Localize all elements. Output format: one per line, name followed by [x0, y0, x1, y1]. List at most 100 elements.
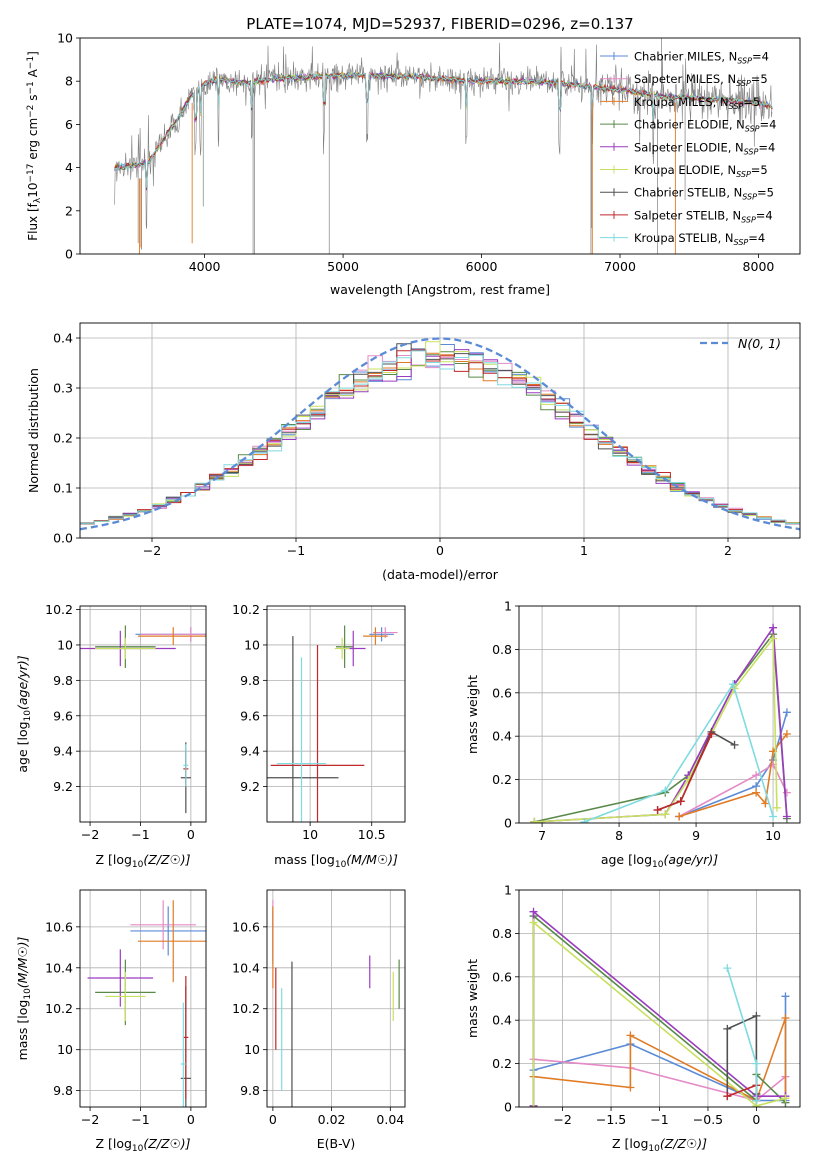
label-part: (Z/Z☉)]	[660, 1136, 707, 1151]
x-tick-label: 0	[269, 1112, 277, 1127]
y-tick-label: 9.2	[53, 779, 73, 794]
mass-weight-line	[678, 733, 788, 818]
y-axis-label: mass weight	[465, 675, 480, 754]
label-part: (Z/Z☉)]	[143, 1136, 190, 1151]
legend-text-part: =4	[760, 118, 777, 132]
y-axis-label: age [log10(age/yr)]	[15, 655, 33, 772]
label-part: ]	[26, 51, 40, 56]
plot-area-massweight-Z	[519, 890, 800, 1107]
label-part: 10	[23, 710, 33, 722]
axes-frame	[266, 605, 406, 823]
axes-frame	[79, 37, 801, 255]
legend-text-part: =5	[751, 163, 768, 177]
mass-weight-marker	[752, 1011, 761, 1020]
legend-label: Chabrier STELIB, NSSP=5	[634, 186, 774, 202]
x-tick-label: −2	[81, 1112, 99, 1127]
x-tick-label: 7	[538, 828, 546, 843]
x-tick-label: 1	[580, 543, 588, 558]
label-part: Z [log	[95, 852, 131, 867]
plot-area-spectrum	[114, 38, 773, 254]
errorbar-kroupa-miles	[137, 627, 206, 645]
mass-weight-marker	[529, 918, 538, 927]
plot-area-age-Z	[80, 606, 206, 822]
label-part: 10	[335, 860, 347, 870]
x-axis-label: mass [log10(M/M☉)]	[274, 852, 398, 870]
y-tick-label: 10.2	[232, 602, 260, 617]
legend-text-part: SSP	[734, 238, 749, 247]
normal-curve	[80, 337, 800, 531]
x-tick-label: 7000	[604, 259, 636, 274]
y-tick-label: 10.4	[232, 960, 260, 975]
model-spectrum-salpeter-stelib	[114, 71, 773, 187]
x-axis-label: Z [log10(Z/Z☉)]	[95, 1136, 190, 1154]
y-tick-label: 0.8	[492, 926, 512, 941]
y-tick-label: 8	[65, 74, 73, 89]
mass-weight-kroupa-stelib	[580, 680, 778, 823]
legend-text-part: SSP	[729, 102, 744, 111]
y-tick-label: 1	[504, 599, 512, 614]
label-part: −1	[26, 81, 36, 94]
errorbar-chabrier-elodie	[336, 625, 354, 668]
errorbar-kroupa-stelib	[180, 1002, 186, 1107]
errorbar-chabrier-miles	[369, 627, 394, 642]
y-tick-label: 10	[57, 31, 73, 46]
y-tick-label: 0	[65, 247, 73, 262]
label-part: (age/yr)]	[663, 852, 718, 867]
x-axis-label: (data-model)/error	[382, 567, 499, 582]
axes-massweight-Z: −2 −1.5 −1 −0.5 0 0 0.2 0.4 0.6 0.8 1 Z [log10(Z/Z☉…	[465, 883, 801, 1154]
legend-text-part: Chabrier STELIB, N	[634, 186, 742, 200]
x-axis-label: age [log10(age/yr)]	[601, 852, 718, 870]
normal-legend-label: N(0, 1)	[738, 336, 781, 351]
legend-text-part: =4	[756, 208, 773, 222]
x-axis-label: E(B-V)	[317, 1136, 356, 1151]
mass-weight-marker	[769, 623, 778, 632]
mass-weight-line	[533, 1017, 787, 1102]
mass-weight-marker	[661, 810, 670, 819]
x-axis-label: Z [log10(Z/Z☉)]	[95, 852, 190, 870]
x-tick-label: −2	[81, 827, 99, 842]
panel-spectrum: 4000 5000 6000 7000 8000 0 2 4 6 8 10 Chabrier MILE…	[26, 31, 801, 297]
axes-spectrum: 4000 5000 6000 7000 8000 0 2 4 6 8 10 Chabrier MILE…	[26, 31, 801, 297]
y-tick-label: 9.4	[240, 744, 260, 759]
label-part: 10	[23, 988, 33, 1000]
axes-mass-EBV: 0 0.02 0.04 9.8 10 10.2 10.4 10.6 E(B-V)	[232, 889, 406, 1151]
x-tick-label: −2	[553, 1112, 571, 1127]
y-tick-label: 10.2	[232, 1001, 260, 1016]
label-part: age [log	[601, 852, 652, 867]
mass-weight-marker	[530, 817, 539, 823]
mass-weight-marker	[723, 964, 732, 973]
x-tick-label: 6000	[466, 259, 498, 274]
y-tick-label: 9.8	[240, 673, 260, 688]
legend-label: Kroupa STELIB, NSSP=4	[634, 231, 765, 247]
y-tick-label: 1	[504, 883, 512, 898]
label-part: Z [log	[95, 1136, 131, 1151]
label-part: 10	[652, 860, 664, 870]
x-tick-label: 8	[615, 828, 623, 843]
legend-label: Chabrier ELODIE, NSSP=4	[634, 118, 776, 134]
legend-label: Chabrier MILES, NSSP=4	[634, 50, 769, 66]
label-part: Z [log	[612, 1136, 648, 1151]
errorbar-chabrier-miles	[130, 906, 206, 956]
errorbar-kroupa-stelib	[276, 657, 327, 822]
mass-weight-marker	[723, 1092, 732, 1101]
x-tick-label: −1.5	[596, 1112, 626, 1127]
y-tick-label: 0.2	[492, 772, 512, 787]
y-tick-label: 9.8	[240, 1083, 260, 1098]
legend-text-part: Kroupa MILES, N	[634, 95, 729, 109]
label-part: (M/M☉)]	[15, 936, 30, 988]
label-part: λ	[33, 197, 43, 203]
x-tick-label: 4000	[189, 259, 221, 274]
x-tick-label: 2	[724, 543, 732, 558]
mass-weight-marker	[781, 992, 790, 1001]
x-tick-label: 0	[187, 1112, 195, 1127]
y-tick-label: 9.8	[53, 1083, 73, 1098]
x-tick-label: 0.04	[376, 1112, 404, 1127]
y-axis-label: Flux [fλ10−17 erg cm−2 s−1 A−1]	[26, 51, 43, 241]
